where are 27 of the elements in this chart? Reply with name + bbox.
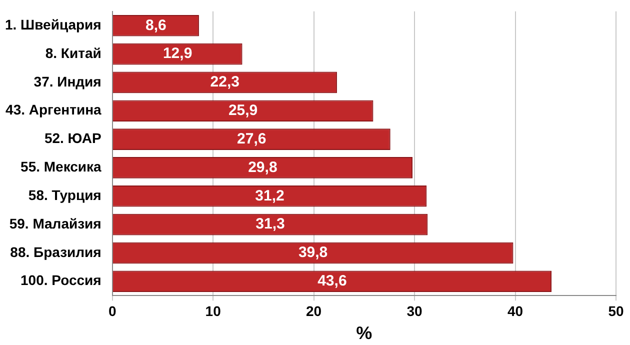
y-tick-label: 58. Турция — [28, 186, 102, 203]
y-tick-label: 52. ЮАР — [44, 130, 102, 146]
y-tick-label: 1. Швейцария — [4, 16, 102, 32]
data-label: 8,6 — [145, 16, 166, 34]
data-label: 43,6 — [318, 272, 347, 290]
y-tick-label: 8. Китай — [45, 44, 102, 61]
y-tick-label: 88. Бразилия — [10, 244, 102, 260]
data-label: 31,3 — [256, 216, 285, 233]
data-label: 31,2 — [255, 187, 284, 204]
x-tick-label: 10 — [205, 302, 222, 319]
x-tick-label: 50 — [608, 302, 624, 319]
y-tick-label: 55. Мексика — [20, 158, 102, 175]
y-tick-label: 37. Индия — [34, 73, 102, 90]
y-tick-label: 43. Аргентина — [6, 102, 102, 118]
data-label: 39,8 — [298, 244, 328, 262]
data-label: 22,3 — [210, 74, 240, 91]
y-tick-label: 59. Малайзия — [9, 215, 102, 232]
data-label: 29,8 — [248, 158, 278, 176]
data-label: 12,9 — [162, 45, 192, 62]
x-tick-label: 0 — [108, 302, 116, 319]
x-axis-title: % — [356, 323, 372, 344]
x-tick-label: 30 — [406, 302, 423, 319]
y-tick-label: 100. Россия — [20, 272, 102, 288]
x-tick-label: 40 — [507, 302, 524, 319]
x-tick-label: 20 — [306, 302, 322, 319]
data-label: 27,6 — [237, 130, 266, 148]
data-label: 25,9 — [228, 102, 258, 120]
